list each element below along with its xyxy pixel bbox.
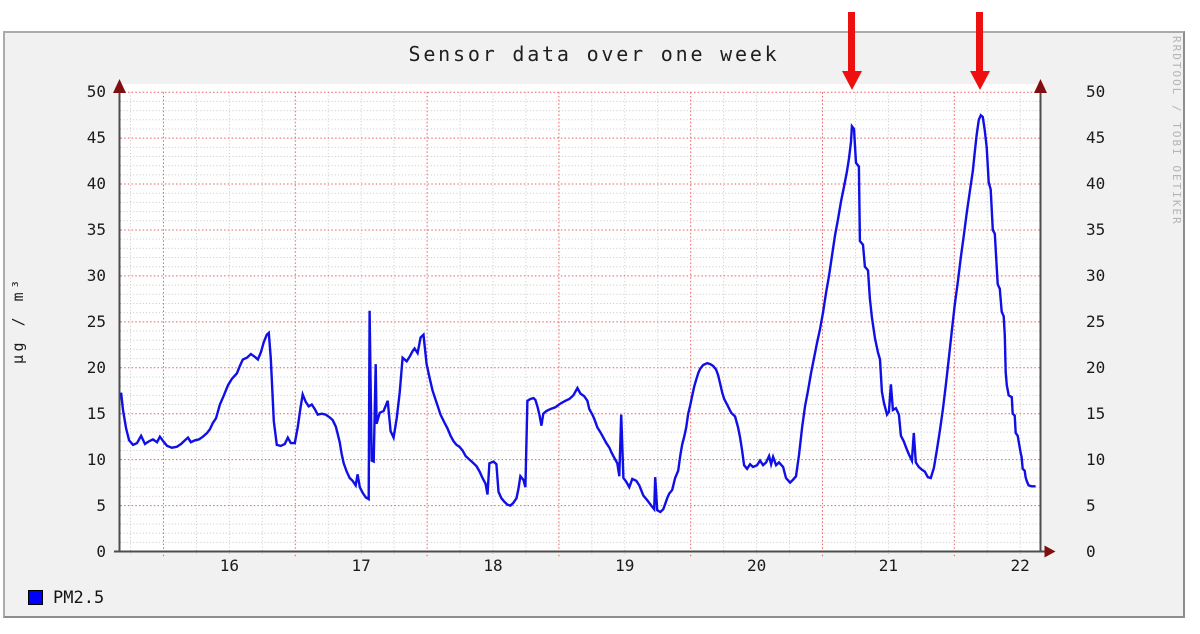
rrdtool-watermark: RRDTOOL / TOBI OETIKER: [1170, 36, 1183, 226]
y-tick-label-left: 10: [86, 449, 106, 469]
y-tick-label-left: 0: [96, 541, 106, 561]
x-axis-arrow-icon: [1044, 545, 1056, 558]
x-tick-label: 16: [219, 556, 240, 575]
y-tick-label-right: 45: [1086, 128, 1106, 148]
y-tick-label-left: 40: [86, 174, 106, 194]
y-tick-label-right: 10: [1086, 449, 1106, 469]
x-tick-label: 21: [878, 556, 899, 575]
legend-series-label: PM2.5: [53, 588, 105, 608]
x-tick-label: 17: [351, 556, 371, 575]
x-tick-label: 20: [746, 556, 767, 575]
y-tick-label-left: 5: [96, 495, 106, 515]
y-tick-label-right: 0: [1086, 541, 1096, 561]
y-tick-label-right: 30: [1086, 265, 1106, 285]
y-tick-label-right: 15: [1086, 403, 1106, 423]
y-tick-label-right: 20: [1086, 357, 1106, 377]
red-arrow-marker-icon: [969, 71, 990, 90]
y-tick-label-left: 50: [86, 82, 106, 102]
y-axis-unit-label: µg / m³: [9, 276, 27, 364]
legend-color-swatch: [28, 590, 43, 605]
y-axis-arrow-icon: [113, 79, 126, 93]
y-tick-label-left: 30: [86, 265, 106, 285]
x-tick-label: 18: [483, 556, 503, 575]
red-arrow-marker-icon: [841, 71, 862, 90]
red-arrow-marker-shaft: [976, 12, 984, 72]
y-tick-label-left: 45: [86, 128, 106, 148]
y-tick-label-right: 5: [1086, 495, 1096, 515]
y-tick-label-right: 35: [1086, 219, 1106, 239]
series-line-pm25: [119, 113, 1036, 514]
plot-area: [119, 84, 1041, 552]
chart-title: Sensor data over one week: [408, 42, 780, 66]
y-tick-label-right: 25: [1086, 311, 1106, 331]
y-tick-label-left: 35: [86, 219, 106, 239]
y-axis-right-arrow-icon: [1034, 79, 1047, 93]
x-tick-label: 19: [615, 556, 635, 575]
y-tick-label-right: 50: [1086, 82, 1106, 102]
y-tick-label-left: 25: [86, 311, 106, 331]
x-tick-label: 22: [1010, 556, 1030, 575]
y-tick-label-right: 40: [1086, 174, 1106, 194]
red-arrow-marker-shaft: [848, 12, 856, 72]
y-tick-label-left: 15: [86, 403, 106, 423]
y-tick-label-left: 20: [86, 357, 106, 377]
